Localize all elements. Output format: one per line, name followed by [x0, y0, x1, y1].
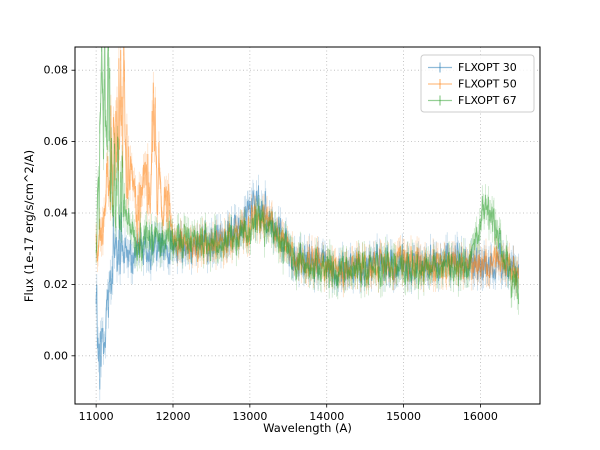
series-line-2: [95, 47, 520, 305]
x-axis-label: Wavelength (A): [263, 421, 352, 435]
axis-ticks: 11000 12000 13000 14000 15000 16000 0.00 0.02 0.…: [44, 64, 498, 423]
x-tick-label: 11000: [79, 410, 114, 423]
y-tick-label: 0.06: [44, 135, 69, 148]
axes-spines: [74, 46, 541, 405]
y-tick-label: 0.02: [44, 278, 69, 291]
y-tick-label: 0.08: [44, 64, 69, 77]
legend-label: FLXOPT 30: [458, 61, 517, 74]
legend-label: FLXOPT 67: [458, 94, 517, 107]
x-tick-label: 15000: [386, 410, 421, 423]
x-tick-label: 13000: [232, 410, 267, 423]
x-tick-label: 16000: [463, 410, 498, 423]
legend-box: [420, 54, 535, 113]
legend-label: FLXOPT 50: [458, 78, 517, 91]
y-axis-label: Flux (1e-17 erg/s/cm^2/A): [22, 149, 36, 303]
y-tick-label: 0.04: [44, 207, 69, 220]
legend: FLXOPT 30 FLXOPT 50 FLXOPT 67: [420, 54, 535, 113]
y-tick-label: 0.00: [44, 349, 69, 362]
x-tick-label: 14000: [309, 410, 344, 423]
x-tick-label: 12000: [155, 410, 190, 423]
